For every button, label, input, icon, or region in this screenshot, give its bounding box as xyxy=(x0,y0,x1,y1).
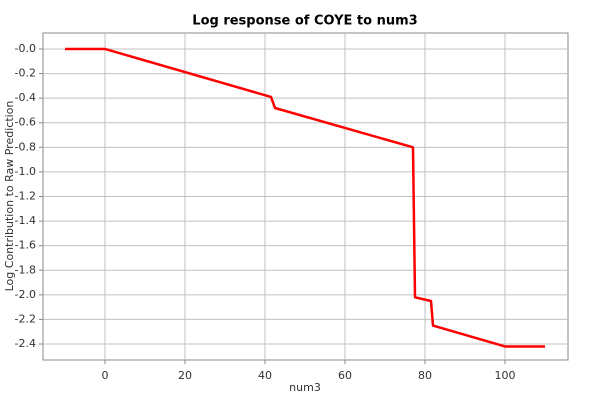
x-tick-label: 20 xyxy=(178,369,192,382)
chart-title: Log response of COYE to num3 xyxy=(192,14,417,29)
y-tick-label: -1.8 xyxy=(15,263,36,276)
y-tick-label: -2.4 xyxy=(15,337,36,350)
y-tick-label: -0.0 xyxy=(15,42,36,55)
x-tick-label: 100 xyxy=(495,369,516,382)
x-axis-label: num3 xyxy=(289,381,321,394)
x-tick-label: 80 xyxy=(418,369,432,382)
y-tick-label: -2.2 xyxy=(15,312,36,325)
x-tick-label: 40 xyxy=(258,369,272,382)
y-tick-label: -1.0 xyxy=(15,165,36,178)
y-tick-label: -0.6 xyxy=(15,116,36,129)
x-tick-label: 60 xyxy=(338,369,352,382)
y-tick-label: -1.2 xyxy=(15,190,36,203)
y-tick-label: -1.4 xyxy=(15,214,36,227)
y-tick-label: -2.0 xyxy=(15,288,36,301)
y-tick-label: -0.4 xyxy=(15,91,36,104)
y-tick-label: -0.8 xyxy=(15,140,36,153)
x-tick-label: 0 xyxy=(102,369,109,382)
y-tick-label: -0.2 xyxy=(15,67,36,80)
y-axis-label: Log Contribution to Raw Prediction xyxy=(3,101,16,292)
data-line xyxy=(65,47,545,348)
y-tick-label: -1.6 xyxy=(15,239,36,252)
